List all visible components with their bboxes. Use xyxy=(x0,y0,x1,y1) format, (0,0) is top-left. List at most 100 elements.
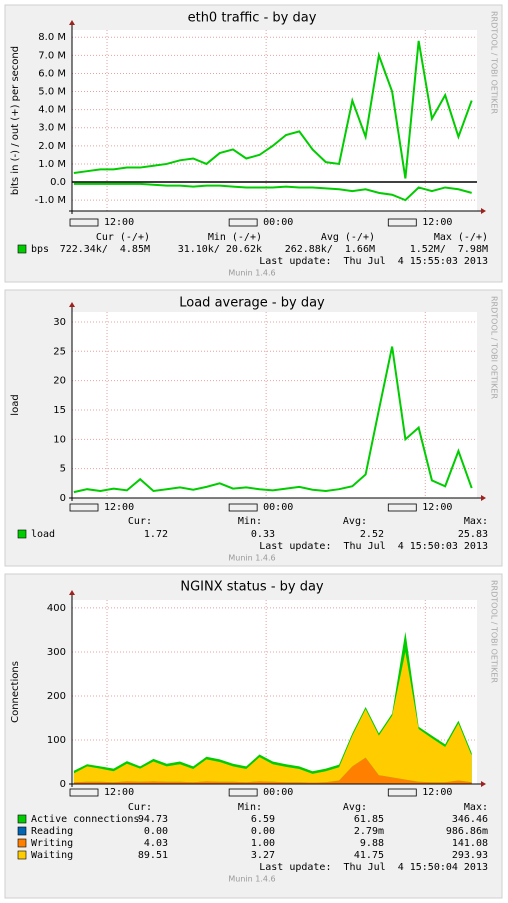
legend-label: Writing xyxy=(31,838,73,849)
legend-swatch xyxy=(17,826,27,836)
y-tick-label: 6.0 M xyxy=(38,68,66,79)
series-line xyxy=(73,40,473,179)
legend-stat: 2.52 xyxy=(360,529,384,540)
y-tick-label: 3.0 M xyxy=(38,123,66,134)
x-tick-label: 12:00 xyxy=(422,502,452,513)
chart-title: Load average - by day xyxy=(179,296,325,311)
series-area xyxy=(73,757,472,784)
weekday-box xyxy=(228,788,258,797)
legend-column-header: Cur (-/+) xyxy=(96,232,150,243)
legend-label: load xyxy=(31,529,55,540)
legend-swatch xyxy=(17,850,27,860)
y-axis-label: Connections xyxy=(10,661,21,723)
legend-swatch xyxy=(17,838,27,848)
y-tick-label: -1.0 M xyxy=(35,195,66,206)
legend-label: bps xyxy=(31,244,49,255)
y-tick-label: 15 xyxy=(53,405,66,416)
chart-title: eth0 traffic - by day xyxy=(188,11,317,26)
side-text: RRDTOOL / TOBI OETIKER xyxy=(490,580,499,683)
last-update: Last update: Thu Jul 4 15:55:03 2013 xyxy=(259,256,488,267)
weekday-box xyxy=(228,503,258,512)
legend-swatch xyxy=(17,529,27,539)
axis-arrow xyxy=(69,20,75,25)
legend-label: Active connections xyxy=(31,814,139,825)
legend-label: Waiting xyxy=(31,850,73,861)
y-tick-label: 8.0 M xyxy=(38,32,66,43)
axis-arrow xyxy=(481,781,486,787)
y-tick-label: 200 xyxy=(47,691,66,702)
side-text: RRDTOOL / TOBI OETIKER xyxy=(490,11,499,114)
legend-column-header: Cur: xyxy=(128,516,152,527)
legend-stat: 986.86m xyxy=(446,826,488,837)
chart-panel: NGINX status - by day RRDTOOL / TOBI OETI… xyxy=(4,573,503,899)
legend-stat: 0.00 xyxy=(144,826,168,837)
legend-swatch xyxy=(17,814,27,824)
y-tick-label: 300 xyxy=(47,647,66,658)
legend-column-header: Avg: xyxy=(343,516,367,527)
side-text: RRDTOOL / TOBI OETIKER xyxy=(490,296,499,399)
y-tick-label: 100 xyxy=(47,735,66,746)
weekday-box xyxy=(387,218,417,227)
axis-arrow xyxy=(481,208,486,214)
legend-stat: 89.51 xyxy=(138,850,168,861)
version: Munin 1.4.6 xyxy=(228,875,275,884)
legend-stat: 4.03 xyxy=(144,838,168,849)
last-update: Last update: Thu Jul 4 15:50:04 2013 xyxy=(259,862,488,873)
weekday-box xyxy=(387,788,417,797)
legend-label: Reading xyxy=(31,826,73,837)
y-tick-label: 1.0 M xyxy=(38,159,66,170)
legend-stat: 2.79m xyxy=(354,826,384,837)
axis-arrow xyxy=(481,495,486,501)
x-tick-label: 00:00 xyxy=(263,787,293,798)
series-line xyxy=(73,346,473,494)
y-tick-label: 5.0 M xyxy=(38,87,66,98)
legend-stat: 293.93 xyxy=(452,850,488,861)
legend-stat: 346.46 xyxy=(452,814,488,825)
last-update: Last update: Thu Jul 4 15:50:03 2013 xyxy=(259,541,488,552)
y-tick-label: 20 xyxy=(53,376,66,387)
y-tick-label: 5 xyxy=(60,464,66,475)
legend-stat: 94.73 xyxy=(138,814,168,825)
legend-stat: 41.75 xyxy=(354,850,384,861)
legend-stat: 9.88 xyxy=(360,838,384,849)
y-tick-label: 30 xyxy=(53,317,66,328)
chart-panel: eth0 traffic - by day RRDTOOL / TOBI OETI… xyxy=(4,4,503,283)
legend-stat: 1.00 xyxy=(251,838,275,849)
chart-panel: Load average - by day RRDTOOL / TOBI OETI… xyxy=(4,289,503,567)
legend-stat: 25.83 xyxy=(458,529,488,540)
axis-arrow xyxy=(69,302,75,307)
weekday-box xyxy=(69,218,99,227)
legend-column-header: Min (-/+) xyxy=(208,232,262,243)
version: Munin 1.4.6 xyxy=(228,269,275,278)
series-area xyxy=(73,651,472,783)
y-axis-label: load xyxy=(10,394,21,415)
y-tick-label: 0 xyxy=(60,493,66,504)
legend-stat: 0.33 xyxy=(251,529,275,540)
chart-title: NGINX status - by day xyxy=(180,580,324,595)
legend-column-header: Min: xyxy=(238,802,262,813)
legend-column-header: Max: xyxy=(464,516,488,527)
legend-stat: 6.59 xyxy=(251,814,275,825)
x-tick-label: 12:00 xyxy=(422,787,452,798)
legend-stat: 61.85 xyxy=(354,814,384,825)
legend-stat: 31.10k/ 20.62k xyxy=(178,244,262,255)
y-tick-label: 2.0 M xyxy=(38,141,66,152)
x-tick-label: 12:00 xyxy=(104,787,134,798)
x-tick-label: 12:00 xyxy=(104,502,134,513)
y-tick-label: 0.0 xyxy=(50,177,66,188)
y-tick-label: 0 xyxy=(60,779,66,790)
legend-stat: 722.34k/ 4.85M xyxy=(60,244,150,255)
legend-column-header: Min: xyxy=(238,516,262,527)
x-tick-label: 00:00 xyxy=(263,217,293,228)
weekday-box xyxy=(69,788,99,797)
y-tick-label: 10 xyxy=(53,434,66,445)
legend-stat: 0.00 xyxy=(251,826,275,837)
version: Munin 1.4.6 xyxy=(228,554,275,563)
legend-stat: 3.27 xyxy=(251,850,275,861)
series-line xyxy=(73,182,472,202)
legend-column-header: Avg (-/+) xyxy=(321,232,375,243)
legend-stat: 1.72 xyxy=(144,529,168,540)
legend-stat: 1.52M/ 7.98M xyxy=(410,244,488,255)
legend-stat: 141.08 xyxy=(452,838,488,849)
